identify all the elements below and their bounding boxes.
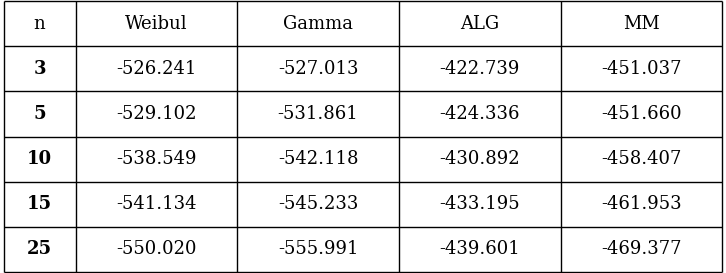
Text: Gamma: Gamma (283, 15, 353, 33)
Text: -469.377: -469.377 (601, 240, 682, 258)
Text: -461.953: -461.953 (601, 195, 682, 213)
Text: ALG: ALG (460, 15, 499, 33)
Text: -538.549: -538.549 (116, 150, 197, 168)
Text: -550.020: -550.020 (116, 240, 197, 258)
Text: 10: 10 (27, 150, 52, 168)
Text: -451.037: -451.037 (601, 60, 682, 78)
Text: -433.195: -433.195 (439, 195, 520, 213)
Text: -529.102: -529.102 (116, 105, 197, 123)
Text: Weibul: Weibul (125, 15, 188, 33)
Text: -422.739: -422.739 (440, 60, 520, 78)
Text: 15: 15 (27, 195, 52, 213)
Text: 5: 5 (33, 105, 46, 123)
Text: -545.233: -545.233 (278, 195, 358, 213)
Text: MM: MM (623, 15, 660, 33)
Text: -424.336: -424.336 (439, 105, 520, 123)
Text: -458.407: -458.407 (601, 150, 682, 168)
Text: -526.241: -526.241 (116, 60, 197, 78)
Text: -541.134: -541.134 (116, 195, 197, 213)
Text: -531.861: -531.861 (278, 105, 359, 123)
Text: -542.118: -542.118 (278, 150, 359, 168)
Text: -555.991: -555.991 (278, 240, 359, 258)
Text: -451.660: -451.660 (601, 105, 682, 123)
Text: -527.013: -527.013 (278, 60, 359, 78)
Text: 3: 3 (33, 60, 46, 78)
Text: 25: 25 (27, 240, 52, 258)
Text: -439.601: -439.601 (439, 240, 520, 258)
Text: n: n (33, 15, 46, 33)
Text: -430.892: -430.892 (439, 150, 520, 168)
